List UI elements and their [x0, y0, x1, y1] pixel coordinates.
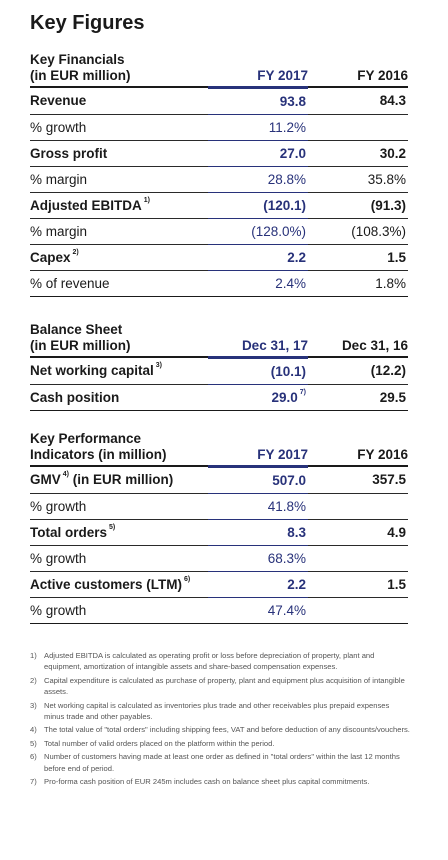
balance-sheet-header: Balance Sheet (in EUR million) [30, 322, 208, 358]
value-prior: (108.3%) [308, 218, 408, 245]
value-prior [308, 545, 408, 572]
table-row: % growth 11.2% [30, 114, 408, 141]
table-row: Net working capital 3) (10.1) (12.2) [30, 357, 408, 385]
value-current: 93.8 [208, 87, 308, 115]
row-label: % margin [30, 218, 208, 245]
value-prior: (12.2) [308, 357, 408, 385]
kpi-header: Key Performance Indicators (in million) [30, 431, 208, 467]
footnote: 2) Capital expenditure is calculated as p… [30, 675, 405, 697]
value-current: (10.1) [208, 357, 308, 385]
footnote-ref: 6) [184, 575, 191, 583]
row-label: Net working capital 3) [30, 357, 208, 385]
row-label: GMV 4) (in EUR million) [30, 466, 208, 494]
kpi-table: Key Performance Indicators (in million) … [30, 431, 408, 624]
row-label: Total orders 5) [30, 519, 208, 546]
footnote-ref: 4) [62, 471, 69, 479]
value-prior: 35.8% [308, 166, 408, 193]
value-current: 68.3% [208, 545, 308, 572]
value-current: 27.0 [208, 140, 308, 167]
column-fy2017: FY 2017 [208, 52, 308, 89]
row-label: Cash position [30, 384, 208, 411]
table-row: % of revenue 2.4% 1.8% [30, 270, 408, 297]
value-current: 2.2 [208, 571, 308, 598]
footnote: 1) Adjusted EBITDA is calculated as opera… [30, 651, 375, 672]
table-row: Cash position 29.0 7) 29.5 [30, 384, 408, 411]
footnote: 5) Total number of valid orders placed on… [30, 738, 275, 748]
balance-sheet-table: Balance Sheet (in EUR million) Dec 31, 1… [30, 322, 408, 411]
table-row: % margin 28.8% 35.8% [30, 166, 408, 193]
row-label: Active customers (LTM) 6) [30, 571, 208, 598]
value-current: 2.2 [208, 244, 308, 271]
footnote-ref: 7) [299, 388, 306, 396]
key-financials-table: Key Financials (in EUR million) FY 2017 … [30, 52, 408, 297]
table-row: Capex 2) 2.2 1.5 [30, 244, 408, 271]
value-current: 28.8% [208, 166, 308, 193]
value-current: 507.0 [208, 466, 308, 494]
row-label: % margin [30, 166, 208, 193]
value-prior: 29.5 [308, 384, 408, 411]
value-current: 47.4% [208, 597, 308, 624]
value-prior [308, 493, 408, 520]
value-prior: 1.8% [308, 270, 408, 297]
value-current: (128.0%) [208, 218, 308, 245]
row-label: Adjusted EBITDA 1) [30, 192, 208, 219]
table-row: Active customers (LTM) 6) 2.2 1.5 [30, 571, 408, 598]
row-label: Gross profit [30, 140, 208, 167]
value-current: 41.8% [208, 493, 308, 520]
value-current: (120.1) [208, 192, 308, 219]
column-fy2016: FY 2016 [308, 431, 408, 467]
table-row: Adjusted EBITDA 1) (120.1) (91.3) [30, 192, 408, 219]
row-label: Capex 2) [30, 244, 208, 271]
footnote: 3) Net working capital is calculated as i… [30, 700, 390, 722]
table-row: % growth 47.4% [30, 597, 408, 624]
footnote: 6) Number of customers having made at lea… [30, 752, 400, 773]
table-row: % growth 41.8% [30, 493, 408, 520]
page-title: Key Figures [30, 12, 145, 34]
value-prior: 4.9 [308, 519, 408, 546]
value-prior: 357.5 [308, 466, 408, 494]
row-label: % growth [30, 493, 208, 520]
value-prior: 30.2 [308, 140, 408, 167]
row-label: % growth [30, 597, 208, 624]
column-dec31-16: Dec 31, 16 [308, 322, 408, 358]
table-row: Gross profit 27.0 30.2 [30, 140, 408, 167]
table-row: GMV 4) (in EUR million) 507.0 357.5 [30, 466, 408, 494]
value-prior: 1.5 [308, 571, 408, 598]
value-current: 2.4% [208, 270, 308, 297]
value-current: 11.2% [208, 114, 308, 141]
value-current: 8.3 [208, 519, 308, 546]
column-fy2017: FY 2017 [208, 431, 308, 468]
table-row: % margin (128.0%) (108.3%) [30, 218, 408, 245]
value-prior [308, 597, 408, 624]
row-label: % growth [30, 114, 208, 141]
footnote-ref: 5) [109, 523, 116, 531]
table-row: Total orders 5) 8.3 4.9 [30, 519, 408, 546]
value-current: 29.0 7) [208, 384, 308, 411]
footnote: 4) The total value of "total orders" incl… [30, 725, 410, 735]
footnote: 7) Pro-forma cash position of EUR 245m in… [30, 777, 370, 787]
footnotes: 1) Adjusted EBITDA is calculated as opera… [30, 650, 410, 789]
value-prior: 1.5 [308, 244, 408, 271]
row-label: % of revenue [30, 270, 208, 297]
table-row: % growth 68.3% [30, 545, 408, 572]
value-prior: (91.3) [308, 192, 408, 219]
column-fy2016: FY 2016 [308, 52, 408, 88]
value-prior: 84.3 [308, 87, 408, 115]
value-prior [308, 114, 408, 141]
key-financials-header: Key Financials (in EUR million) [30, 52, 208, 88]
table-row: Revenue 93.8 84.3 [30, 87, 408, 115]
column-dec31-17: Dec 31, 17 [208, 322, 308, 359]
footnote-ref: 2) [72, 248, 79, 256]
footnote-ref: 1) [143, 196, 150, 204]
row-label: Revenue [30, 87, 208, 115]
row-label: % growth [30, 545, 208, 572]
footnote-ref: 3) [155, 362, 163, 370]
